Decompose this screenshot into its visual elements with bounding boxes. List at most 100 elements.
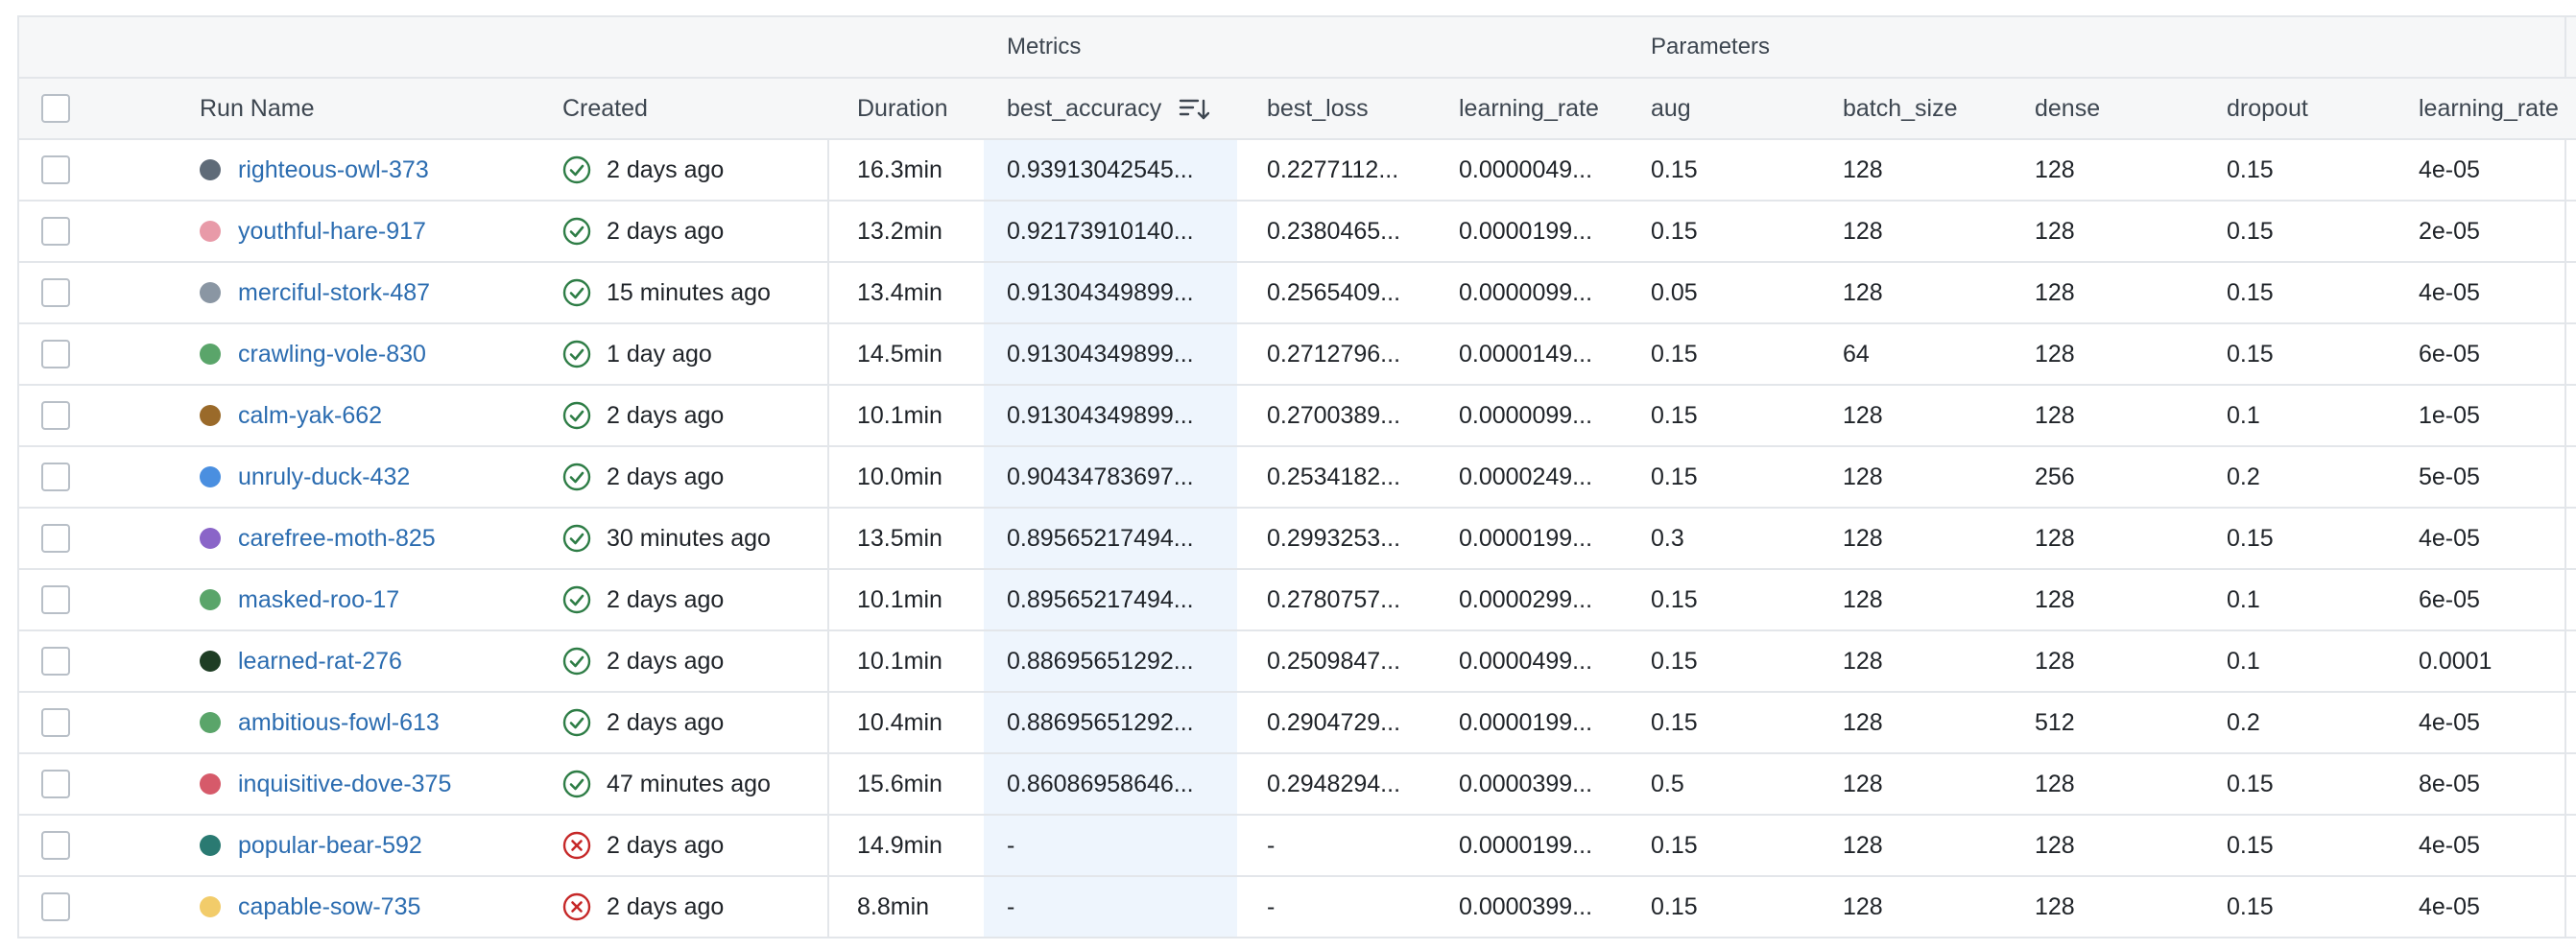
table-row[interactable]: popular-bear-592 2 days ago 14.9min - - 0.000… — [19, 816, 2576, 877]
row-checkbox[interactable] — [40, 217, 70, 246]
select-all-checkbox[interactable] — [40, 94, 70, 123]
run-color-dot[interactable] — [200, 221, 221, 242]
metric-learning-rate-cell: 0.0000049... — [1459, 155, 1593, 183]
best-accuracy-cell: 0.88695651292... — [1007, 647, 1194, 675]
column-header-param-learning-rate[interactable]: learning_rate — [2419, 94, 2559, 122]
row-checkbox[interactable] — [40, 585, 70, 614]
row-select-cell[interactable] — [19, 140, 91, 200]
table-row[interactable]: righteous-owl-373 2 days ago 16.3min 0.9391… — [19, 140, 2576, 202]
row-select-cell[interactable] — [19, 263, 91, 322]
table-row[interactable]: ambitious-fowl-613 2 days ago 10.4min 0.886… — [19, 693, 2576, 754]
table-row[interactable]: capable-sow-735 2 days ago 8.8min - - 0.00003… — [19, 877, 2576, 938]
created-text: 30 minutes ago — [607, 524, 771, 552]
run-name-link[interactable]: righteous-owl-373 — [238, 155, 429, 183]
column-header-dense[interactable]: dense — [2035, 94, 2101, 122]
column-header-run-name[interactable]: Run Name — [200, 94, 315, 122]
run-color-dot[interactable] — [200, 651, 221, 672]
run-color-dot[interactable] — [200, 159, 221, 180]
run-name-link[interactable]: ambitious-fowl-613 — [238, 708, 440, 736]
run-name-link[interactable]: crawling-vole-830 — [238, 340, 426, 368]
dense-cell: 128 — [2035, 217, 2075, 245]
column-header-best-accuracy[interactable]: best_accuracy — [984, 79, 1237, 138]
best-accuracy-cell: 0.86086958646... — [1007, 770, 1194, 797]
row-select-cell[interactable] — [19, 693, 91, 752]
created-cell: 15 minutes ago — [545, 263, 829, 322]
aug-cell: 0.15 — [1651, 340, 1698, 368]
row-checkbox[interactable] — [40, 401, 70, 430]
run-name-link[interactable]: carefree-moth-825 — [238, 524, 436, 552]
param-learning-rate-cell: 6e-05 — [2419, 340, 2480, 368]
column-header-duration[interactable]: Duration — [857, 94, 948, 122]
sorted-column-highlight — [984, 570, 1237, 629]
run-color-dot[interactable] — [200, 835, 221, 856]
right-border — [2564, 263, 2566, 322]
table-row[interactable]: youthful-hare-917 2 days ago 13.2min 0.9217… — [19, 202, 2576, 263]
row-select-cell[interactable] — [19, 570, 91, 629]
duration-cell: 14.5min — [857, 340, 942, 368]
table-row[interactable]: unruly-duck-432 2 days ago 10.0min 0.904347… — [19, 447, 2576, 509]
column-header-dropout[interactable]: dropout — [2227, 94, 2308, 122]
run-name-link[interactable]: popular-bear-592 — [238, 831, 422, 859]
batch-size-cell: 128 — [1843, 463, 1883, 490]
table-row[interactable]: learned-rat-276 2 days ago 10.1min 0.886956… — [19, 631, 2576, 693]
table-row[interactable]: crawling-vole-830 1 day ago 14.5min 0.91304… — [19, 324, 2576, 386]
run-color-dot[interactable] — [200, 589, 221, 610]
run-name-link[interactable]: inquisitive-dove-375 — [238, 770, 452, 797]
row-checkbox[interactable] — [40, 463, 70, 491]
row-select-cell[interactable] — [19, 877, 91, 937]
run-name-link[interactable]: youthful-hare-917 — [238, 217, 426, 245]
run-color-dot[interactable] — [200, 712, 221, 733]
column-header-metric-learning-rate[interactable]: learning_rate — [1459, 94, 1599, 122]
table-row[interactable]: masked-roo-17 2 days ago 10.1min 0.89565217… — [19, 570, 2576, 631]
row-select-cell[interactable] — [19, 386, 91, 445]
best-accuracy-cell: 0.89565217494... — [1007, 585, 1194, 613]
run-name-link[interactable]: unruly-duck-432 — [238, 463, 411, 490]
right-border — [2564, 324, 2566, 384]
duration-cell: 10.0min — [857, 463, 942, 490]
run-name-link[interactable]: calm-yak-662 — [238, 401, 383, 429]
sort-descending-icon[interactable] — [1179, 95, 1210, 122]
row-select-cell[interactable] — [19, 631, 91, 691]
row-select-cell[interactable] — [19, 324, 91, 384]
table-row[interactable]: carefree-moth-825 30 minutes ago 13.5min 0.… — [19, 509, 2576, 570]
table-row[interactable]: inquisitive-dove-375 47 minutes ago 15.6mi… — [19, 754, 2576, 816]
row-select-cell[interactable] — [19, 509, 91, 568]
sorted-column-highlight — [984, 17, 1237, 77]
row-checkbox[interactable] — [40, 708, 70, 737]
row-select-cell[interactable] — [19, 202, 91, 261]
batch-size-cell: 64 — [1843, 340, 1870, 368]
group-header-row: Metrics Parameters — [19, 17, 2576, 79]
run-color-dot[interactable] — [200, 773, 221, 795]
row-checkbox[interactable] — [40, 831, 70, 860]
row-checkbox[interactable] — [40, 524, 70, 553]
column-header-batch-size[interactable]: batch_size — [1843, 94, 1958, 122]
table-row[interactable]: calm-yak-662 2 days ago 10.1min 0.913043498… — [19, 386, 2576, 447]
run-color-dot[interactable] — [200, 466, 221, 487]
duration-cell: 8.8min — [857, 892, 930, 920]
run-color-dot[interactable] — [200, 528, 221, 549]
row-select-cell[interactable] — [19, 754, 91, 814]
table-row[interactable]: merciful-stork-487 15 minutes ago 13.4min 0… — [19, 263, 2576, 324]
row-checkbox[interactable] — [40, 770, 70, 798]
column-header-best-loss[interactable]: best_loss — [1267, 94, 1369, 122]
run-color-dot[interactable] — [200, 282, 221, 303]
created-text: 2 days ago — [607, 155, 725, 183]
run-color-dot[interactable] — [200, 896, 221, 917]
column-header-aug[interactable]: aug — [1651, 94, 1691, 122]
run-name-link[interactable]: masked-roo-17 — [238, 585, 400, 613]
row-select-cell[interactable] — [19, 816, 91, 875]
row-checkbox[interactable] — [40, 340, 70, 368]
run-color-dot[interactable] — [200, 344, 221, 365]
row-checkbox[interactable] — [40, 892, 70, 921]
select-all-cell[interactable] — [19, 79, 91, 138]
column-header-created[interactable]: Created — [562, 94, 648, 122]
row-checkbox[interactable] — [40, 155, 70, 184]
run-color-dot[interactable] — [200, 405, 221, 426]
row-select-cell[interactable] — [19, 447, 91, 507]
pinned-column-divider — [827, 754, 829, 814]
row-checkbox[interactable] — [40, 278, 70, 307]
run-name-link[interactable]: merciful-stork-487 — [238, 278, 431, 306]
run-name-link[interactable]: capable-sow-735 — [238, 892, 421, 920]
run-name-link[interactable]: learned-rat-276 — [238, 647, 402, 675]
row-checkbox[interactable] — [40, 647, 70, 676]
